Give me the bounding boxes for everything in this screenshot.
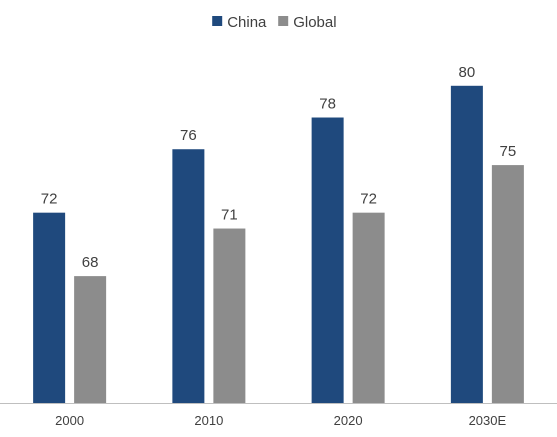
legend-label-china: China [227, 14, 267, 31]
data-label-global-2000: 68 [82, 254, 99, 271]
bar-china-2020 [311, 117, 344, 403]
bar-global-2030e [491, 165, 524, 403]
bar-global-2010 [213, 228, 246, 403]
legend-swatch-china [212, 16, 223, 26]
bar-global-2000 [74, 276, 107, 403]
data-label-global-2030e: 75 [500, 143, 517, 160]
bar-china-2010 [172, 149, 205, 403]
bar-group [33, 85, 524, 403]
legend-item-china: China [212, 14, 267, 31]
data-label-china-2000: 72 [41, 191, 58, 208]
legend-swatch-global [278, 16, 289, 26]
data-label-china-2010: 76 [180, 127, 197, 144]
data-labels: 72 68 76 71 78 72 80 75 [41, 64, 516, 271]
x-tick-label-2010: 2010 [194, 413, 223, 428]
legend-label-global: Global [293, 14, 336, 31]
x-tick-label-2030e: 2030E [469, 413, 507, 428]
data-label-china-2030e: 80 [459, 64, 476, 81]
data-label-global-2010: 71 [221, 207, 238, 224]
data-label-china-2020: 78 [319, 96, 336, 113]
x-tick-label-2020: 2020 [334, 413, 363, 428]
data-label-global-2020: 72 [360, 191, 377, 208]
bar-china-2030e [450, 85, 483, 403]
x-axis-tick-labels: 2000 2010 2020 2030E [55, 413, 506, 428]
chart-legend: China Global [212, 14, 337, 31]
legend-item-global: Global [278, 14, 337, 31]
x-tick-label-2000: 2000 [55, 413, 84, 428]
bar-china-2000 [33, 212, 66, 403]
bar-global-2020 [352, 212, 385, 403]
